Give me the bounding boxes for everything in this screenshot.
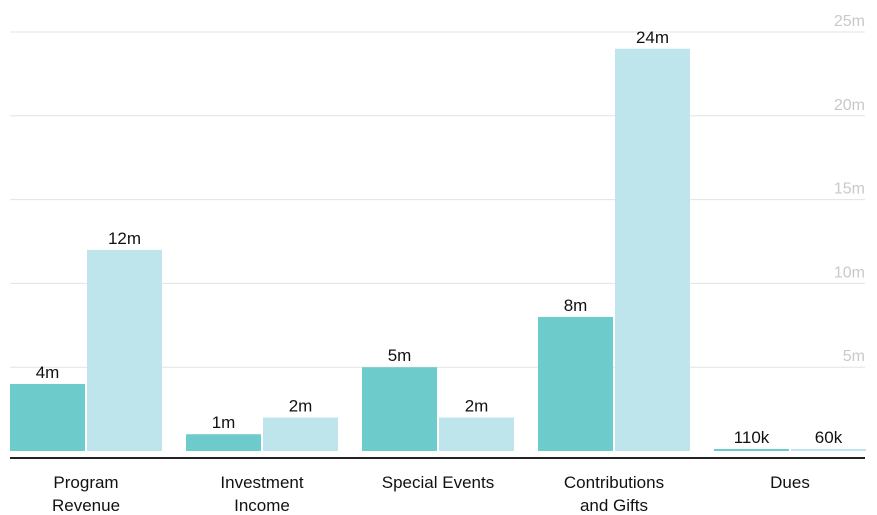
- y-tick-label: 20m: [834, 97, 865, 114]
- y-tick-label: 15m: [834, 181, 865, 198]
- bar: [263, 417, 338, 451]
- data-label: 2m: [465, 396, 489, 415]
- x-tick-label: Investment: [220, 473, 303, 492]
- y-axis-ticks: 5m 10m 15m 20m 25m: [834, 13, 865, 365]
- data-label: 12m: [108, 229, 141, 248]
- x-tick-label: Revenue: [52, 496, 120, 515]
- bar: [10, 383, 85, 451]
- bar: [186, 434, 261, 451]
- y-tick-label: 25m: [834, 13, 865, 30]
- bar: [87, 249, 162, 451]
- data-label: 2m: [289, 396, 313, 415]
- x-tick-label: Special Events: [382, 473, 494, 492]
- data-label: 8m: [564, 296, 588, 315]
- bar: [714, 449, 789, 451]
- data-labels: 4m 1m 5m 8m 110k 12m 2m 2m 24m 60k: [36, 28, 843, 447]
- x-axis-labels: Program Revenue Investment Income Special Ev…: [52, 473, 810, 515]
- data-label: 1m: [212, 413, 236, 432]
- x-tick-label: Program: [53, 473, 118, 492]
- bar: [439, 417, 514, 451]
- x-tick-label: and Gifts: [580, 496, 648, 515]
- bar: [362, 367, 437, 451]
- bar: [538, 316, 613, 451]
- data-label: 4m: [36, 363, 60, 382]
- data-label: 60k: [815, 428, 843, 447]
- data-label: 5m: [388, 346, 412, 365]
- y-tick-label: 5m: [843, 348, 865, 365]
- bars: [10, 48, 866, 451]
- x-tick-label: Income: [234, 496, 290, 515]
- x-tick-label: Contributions: [564, 473, 664, 492]
- y-tick-label: 10m: [834, 264, 865, 281]
- data-label: 24m: [636, 28, 669, 47]
- x-tick-label: Dues: [770, 473, 810, 492]
- data-label: 110k: [734, 428, 770, 447]
- bar: [615, 48, 690, 451]
- bar: [791, 449, 866, 451]
